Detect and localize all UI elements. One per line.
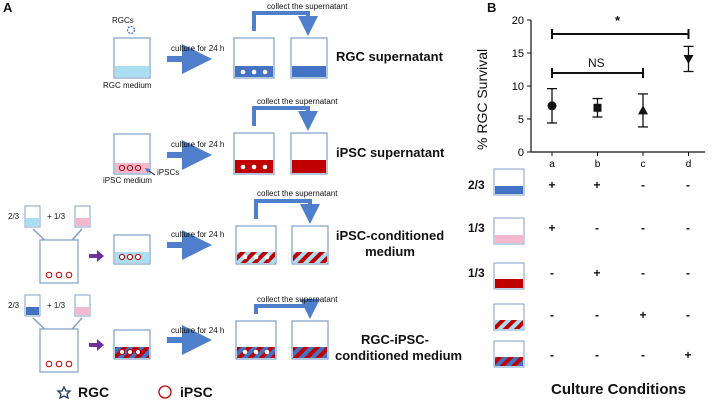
row4-group — [24, 294, 329, 373]
collect-arrow — [254, 299, 320, 319]
condition-sign: - — [595, 348, 599, 362]
data-point-d — [683, 54, 694, 64]
panel-a-letter: A — [3, 0, 13, 15]
condition-sign: - — [686, 266, 690, 280]
row3-title-line2: medium — [365, 244, 415, 259]
significance-ns: NS — [588, 56, 605, 70]
condition-sign: + — [684, 348, 692, 362]
cond-icon-rgc-ipsc-conditioned — [493, 340, 525, 368]
condition-sign: - — [641, 266, 645, 280]
condition-sign: - — [595, 308, 599, 322]
legend-rgc-label: RGC — [78, 384, 110, 400]
panel-b-letter: B — [487, 0, 497, 15]
y-tick-label: 15 — [512, 48, 524, 60]
y-tick-label: 0 — [518, 147, 524, 159]
condition-sign: - — [641, 221, 645, 235]
condition-sign: - — [686, 178, 690, 192]
row4-title-line2: conditioned medium — [335, 348, 463, 363]
cond-icon-ipsc-conditioned — [493, 303, 525, 331]
row3-frac-plus: + 1/3 — [47, 212, 66, 221]
legend-rgc-icon — [56, 385, 72, 400]
culture-label-2: culture for 24 h — [171, 140, 225, 149]
y-tick-label: 20 — [512, 15, 524, 27]
condition-sign: - — [550, 308, 554, 322]
collect-arrow — [252, 106, 318, 131]
x-tick-label: c — [641, 159, 646, 170]
row2-title: iPSC supernatant — [336, 145, 445, 160]
collect-label-2: collect the supernatant — [257, 97, 338, 106]
significance-star: * — [615, 13, 621, 28]
y-tick-label: 10 — [512, 81, 524, 93]
culture-label-3: culture for 24 h — [171, 230, 225, 239]
condition-sign: - — [550, 266, 554, 280]
ipsc-medium-container — [113, 133, 151, 175]
row2-group — [113, 106, 328, 176]
collect-arrow — [254, 199, 320, 224]
rgc-cells-label: RGCs — [112, 16, 134, 25]
condition-sign: + — [593, 266, 601, 280]
condition-row-label: 1/3 — [468, 221, 485, 235]
data-point-c — [638, 105, 648, 115]
condition-sign: + — [593, 178, 601, 192]
rgc-medium-label: RGC medium — [103, 81, 152, 90]
row4-frac-plus: + 1/3 — [47, 301, 66, 310]
ipsc-medium-label: iPSC medium — [103, 176, 152, 185]
collect-arrow — [252, 11, 318, 36]
data-point-a — [547, 101, 557, 111]
ipsc-cells-label: iPSCs — [157, 168, 180, 177]
purple-arrow — [89, 250, 104, 262]
conditions-title: Culture Conditions — [551, 381, 686, 398]
rgc-medium-container — [113, 37, 151, 79]
x-tick-label: b — [595, 159, 601, 170]
row4-frac-left: 2/3 — [8, 301, 20, 310]
condition-sign: + — [548, 178, 556, 192]
cond-icon-rgc-medium — [493, 168, 525, 196]
collect-label-3: collect the supernatant — [257, 189, 338, 198]
y-tick-label: 5 — [518, 114, 524, 126]
condition-sign: + — [548, 221, 556, 235]
condition-sign: - — [686, 221, 690, 235]
row3-frac-left: 2/3 — [8, 212, 20, 221]
row4-title: RGC-iPSC- conditioned medium — [335, 332, 463, 364]
row4-title-line1: RGC-iPSC- — [361, 332, 429, 347]
data-point-b — [593, 103, 602, 112]
condition-row-label: 1/3 — [468, 266, 485, 280]
condition-sign: - — [641, 178, 645, 192]
collect-label-4: collect the supernatant — [257, 295, 338, 304]
condition-row-label: 2/3 — [468, 178, 485, 192]
row1-title: RGC supernatant — [336, 49, 443, 64]
culture-label-1: culture for 24 h — [171, 44, 225, 53]
legend-ipsc-icon — [158, 385, 172, 399]
x-tick-label: a — [549, 159, 555, 170]
condition-sign: - — [641, 348, 645, 362]
condition-sign: - — [595, 221, 599, 235]
row1-group — [113, 11, 328, 79]
row3-title: iPSC-conditioned medium — [335, 228, 445, 260]
x-tick-label: d — [686, 159, 692, 170]
collect-label-1: collect the supernatant — [267, 2, 348, 11]
culture-label-4: culture for 24 h — [171, 326, 225, 335]
row3-title-line1: iPSC-conditioned — [335, 228, 445, 243]
cond-icon-ipsc-medium — [493, 217, 525, 245]
condition-sign: - — [686, 308, 690, 322]
purple-arrow — [89, 339, 104, 351]
condition-sign: - — [550, 348, 554, 362]
legend-ipsc-label: iPSC — [180, 384, 213, 400]
cond-icon-ipsc-supernatant — [493, 262, 525, 290]
condition-sign: + — [639, 308, 647, 322]
row3-group — [24, 199, 329, 284]
